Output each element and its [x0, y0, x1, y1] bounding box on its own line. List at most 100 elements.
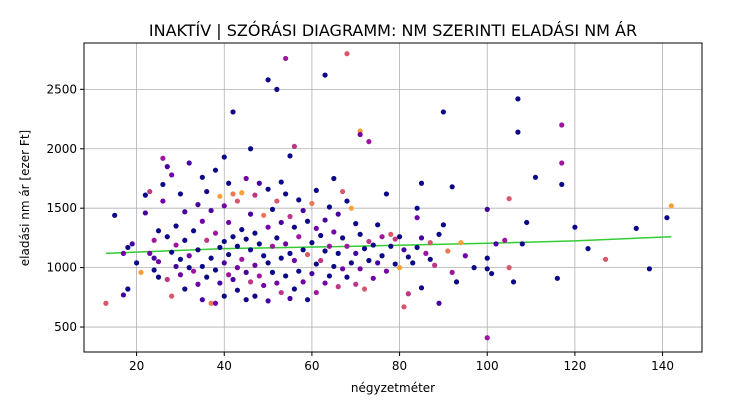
data-point — [230, 276, 236, 283]
data-point — [247, 247, 254, 253]
data-point — [151, 267, 157, 273]
data-point — [243, 269, 249, 275]
data-point — [326, 273, 333, 279]
trend-layer — [105, 235, 672, 255]
data-point — [462, 253, 468, 259]
data-point — [204, 274, 210, 280]
data-point — [418, 285, 425, 291]
data-point — [177, 191, 184, 197]
data-point — [414, 205, 420, 211]
data-point — [112, 212, 118, 218]
data-point — [322, 248, 328, 254]
data-point — [252, 262, 258, 268]
data-point — [366, 257, 372, 264]
data-point — [432, 262, 438, 268]
data-point — [414, 244, 420, 251]
data-point — [133, 260, 140, 266]
data-point — [322, 280, 328, 286]
data-point — [379, 253, 385, 259]
y-tick-label: 2000 — [46, 142, 77, 156]
data-point — [396, 265, 403, 271]
data-point — [357, 128, 363, 134]
data-point — [269, 206, 276, 212]
data-point — [287, 213, 293, 220]
data-point — [449, 184, 455, 190]
data-point — [252, 293, 258, 299]
data-point — [515, 96, 521, 102]
data-point — [519, 241, 525, 247]
data-point — [151, 237, 157, 243]
data-point — [405, 291, 411, 297]
data-point — [142, 192, 148, 198]
data-point — [405, 254, 411, 260]
data-point — [125, 244, 131, 251]
data-point — [278, 219, 284, 226]
data-point — [322, 72, 328, 78]
data-point — [265, 298, 271, 304]
data-point — [361, 286, 368, 292]
data-point — [230, 234, 236, 240]
data-point — [221, 238, 227, 245]
data-point — [283, 273, 289, 279]
data-point — [182, 209, 188, 215]
data-point — [278, 289, 284, 296]
data-point — [291, 286, 297, 292]
data-point — [379, 234, 385, 240]
data-points — [103, 51, 674, 341]
data-point — [291, 143, 297, 149]
data-point — [212, 267, 219, 273]
data-point — [212, 300, 219, 306]
data-point — [449, 269, 455, 275]
data-point — [204, 237, 210, 243]
data-point — [239, 190, 245, 196]
data-point — [173, 242, 179, 248]
data-point — [458, 240, 464, 246]
data-point — [256, 241, 262, 247]
data-point — [436, 231, 442, 237]
data-point — [217, 280, 223, 286]
data-point — [326, 243, 333, 249]
data-point — [506, 196, 512, 202]
data-point — [344, 51, 350, 57]
data-point — [348, 205, 354, 211]
data-point — [261, 282, 267, 289]
data-point — [147, 188, 153, 195]
data-point — [331, 175, 337, 182]
data-point — [318, 257, 324, 264]
data-point — [353, 281, 359, 287]
data-point — [120, 250, 127, 256]
data-point — [388, 243, 394, 249]
data-point — [147, 250, 153, 256]
data-point — [304, 251, 311, 258]
data-point — [182, 286, 188, 292]
data-point — [208, 300, 214, 306]
data-point — [142, 210, 148, 216]
data-point — [226, 272, 232, 278]
data-point — [493, 241, 499, 247]
data-point — [313, 289, 319, 296]
data-point — [186, 160, 192, 166]
data-point — [247, 211, 254, 217]
data-point — [331, 263, 337, 270]
data-point — [186, 265, 192, 271]
data-point — [274, 280, 280, 286]
data-point — [366, 238, 372, 245]
data-point — [339, 235, 346, 241]
data-point — [396, 234, 403, 240]
data-point — [335, 250, 341, 256]
data-point — [300, 207, 306, 214]
data-point — [296, 268, 302, 274]
data-point — [186, 253, 192, 259]
data-point — [291, 257, 297, 264]
data-point — [199, 218, 205, 224]
data-point — [313, 225, 319, 231]
data-point — [177, 272, 184, 278]
data-point — [221, 260, 227, 266]
data-point — [401, 247, 407, 253]
data-point — [164, 164, 170, 170]
data-point — [234, 287, 241, 293]
plot-frame — [83, 42, 703, 353]
y-tick-label: 2500 — [46, 82, 77, 96]
data-point — [120, 292, 127, 298]
